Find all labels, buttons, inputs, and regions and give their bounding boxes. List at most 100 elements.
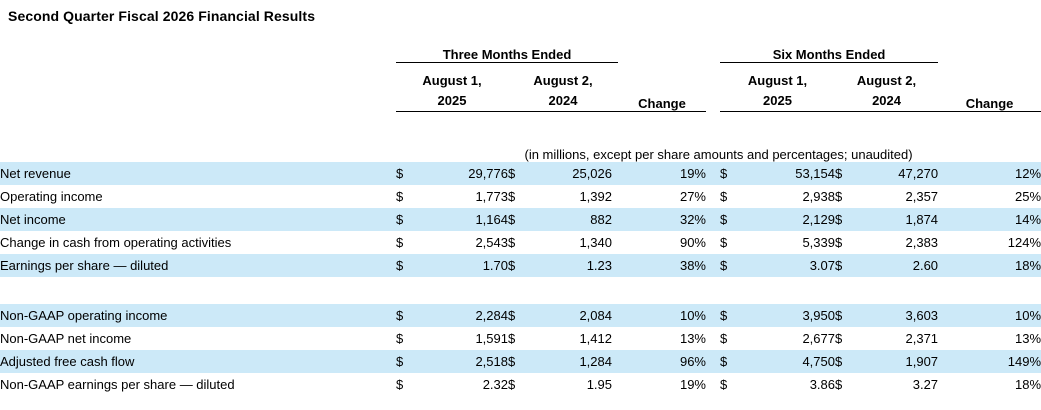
currency-symbol: $: [396, 235, 404, 250]
value-tm-2024: 1,340: [579, 235, 612, 250]
table-row-adjusted-free-cash-flow: Adjusted free cash flow $ 2,518 $ 1,284 …: [0, 350, 1041, 373]
currency-symbol: $: [396, 350, 414, 373]
row-label: Non-GAAP operating income: [0, 304, 396, 327]
row-label: Non-GAAP earnings per share — diluted: [0, 377, 235, 392]
currency-symbol: $: [835, 377, 843, 392]
row-label: Net income: [0, 208, 396, 231]
column-header-tm-change: Change: [618, 62, 706, 112]
gap-cell: [706, 327, 720, 350]
value-tm-2024: 25,026: [526, 162, 618, 185]
value-sm-2025: 3.07: [738, 254, 835, 277]
table-row-eps-diluted: Earnings per share — diluted $ 1.70 $ 1.…: [0, 254, 1041, 277]
table-row-non-gaap-operating-income: Non-GAAP operating income $ 2,284 $ 2,08…: [0, 304, 1041, 327]
currency-symbol: $: [835, 331, 843, 346]
value-tm-change: 38%: [618, 254, 706, 277]
value-tm-2024: 1,284: [526, 350, 618, 373]
empty-cell: [706, 38, 720, 63]
value-tm-change: 96%: [618, 350, 706, 373]
value-sm-change: 18%: [1015, 377, 1041, 392]
currency-symbol: $: [508, 350, 526, 373]
value-tm-2025: 2,543: [475, 235, 508, 250]
column-header-row: August 1, 2025 August 2, 2024 Change Aug…: [0, 62, 1041, 112]
date-line: August 2,: [856, 72, 917, 88]
value-sm-change: 149%: [938, 350, 1041, 373]
row-label: Adjusted free cash flow: [0, 350, 396, 373]
value-sm-2025: 2,129: [738, 208, 835, 231]
spacer-cell: [0, 277, 1041, 304]
currency-symbol: $: [835, 162, 853, 185]
value-sm-2024: 2,357: [905, 189, 939, 204]
currency-symbol: $: [835, 208, 853, 231]
currency-symbol: $: [396, 304, 414, 327]
value-tm-2025: 2.32: [482, 377, 508, 392]
value-tm-change: 90%: [679, 235, 706, 250]
value-tm-change: 19%: [679, 377, 706, 392]
value-sm-2024: 2,383: [905, 235, 939, 250]
currency-symbol: $: [720, 208, 738, 231]
currency-symbol: $: [508, 304, 526, 327]
gap-cell: [706, 185, 720, 208]
value-sm-2024: 3.27: [912, 377, 939, 392]
value-sm-change: 13%: [1015, 331, 1041, 346]
group-header-row: Three Months Ended Six Months Ended: [0, 38, 1041, 63]
column-header-sm-aug1-2025: August 1, 2025: [720, 62, 835, 112]
currency-symbol: $: [720, 304, 738, 327]
value-sm-2025: 2,938: [802, 189, 835, 204]
value-sm-2025: 3.86: [809, 377, 835, 392]
currency-symbol: $: [508, 189, 516, 204]
value-sm-change: 10%: [938, 304, 1041, 327]
value-tm-2025: 1.70: [414, 254, 508, 277]
value-sm-change: 12%: [938, 162, 1041, 185]
date-line: August 1,: [422, 72, 482, 88]
value-sm-2024: 47,270: [853, 162, 939, 185]
gap-cell: [706, 254, 720, 277]
column-header-tm-aug1-2025: August 1, 2025: [396, 62, 508, 112]
currency-symbol: $: [396, 189, 404, 204]
table-row-net-revenue: Net revenue $ 29,776 $ 25,026 19% $ 53,1…: [0, 162, 1041, 185]
value-tm-2025: 29,776: [414, 162, 508, 185]
currency-symbol: $: [720, 189, 728, 204]
value-tm-2025: 1,591: [475, 331, 508, 346]
value-tm-2024: 1.23: [526, 254, 618, 277]
value-sm-2024: 1,907: [853, 350, 939, 373]
value-tm-change: 27%: [679, 189, 706, 204]
date-line: August 2,: [533, 72, 593, 88]
value-tm-change: 10%: [618, 304, 706, 327]
currency-symbol: $: [508, 254, 526, 277]
units-note-row: (in millions, except per share amounts a…: [0, 112, 1041, 163]
value-sm-2025: 2,677: [802, 331, 835, 346]
spacer-row: [0, 277, 1041, 304]
empty-cell: [938, 38, 1041, 63]
value-tm-2025: 2,284: [414, 304, 508, 327]
column-header-sm-change: Change: [938, 62, 1041, 112]
value-tm-change: 13%: [679, 331, 706, 346]
value-tm-2025: 1,164: [414, 208, 508, 231]
date-line: 2024: [872, 92, 901, 108]
currency-symbol: $: [508, 208, 526, 231]
gap-cell: [706, 231, 720, 254]
value-tm-2024: 882: [526, 208, 618, 231]
value-sm-change: 18%: [938, 254, 1041, 277]
currency-symbol: $: [396, 377, 404, 392]
currency-symbol: $: [396, 254, 414, 277]
value-tm-change: 19%: [618, 162, 706, 185]
value-sm-2024: 1,874: [853, 208, 939, 231]
value-tm-change: 32%: [618, 208, 706, 231]
gap-cell: [706, 350, 720, 373]
value-sm-2025: 5,339: [802, 235, 835, 250]
group-header-three-months: Three Months Ended: [396, 38, 618, 63]
value-sm-2025: 53,154: [738, 162, 835, 185]
group-header-six-months: Six Months Ended: [720, 38, 939, 63]
currency-symbol: $: [508, 235, 516, 250]
currency-symbol: $: [835, 235, 843, 250]
empty-cell: [706, 63, 720, 112]
currency-symbol: $: [508, 377, 516, 392]
table-row-net-income: Net income $ 1,164 $ 882 32% $ 2,129 $ 1…: [0, 208, 1041, 231]
currency-symbol: $: [720, 162, 738, 185]
currency-symbol: $: [835, 350, 853, 373]
empty-cell: [0, 112, 396, 163]
value-tm-2024: 1,412: [579, 331, 612, 346]
value-sm-2024: 3,603: [853, 304, 939, 327]
value-tm-2024: 1.95: [586, 377, 612, 392]
